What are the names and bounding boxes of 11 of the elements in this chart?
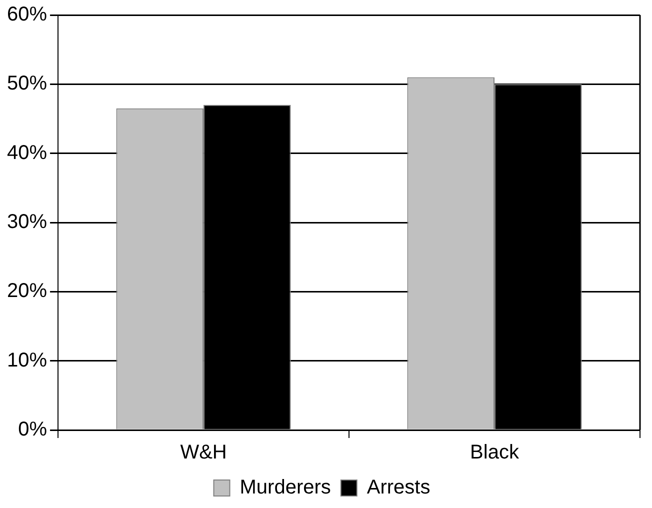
x-tick-label: W&H <box>180 442 227 464</box>
legend-label: Murderers <box>240 476 331 499</box>
y-tick-label: 0% <box>18 418 48 441</box>
legend-label: Arrests <box>366 476 430 499</box>
y-tick-label: 40% <box>7 142 48 164</box>
y-tick-label: 30% <box>7 211 48 234</box>
y-tick-label: 10% <box>7 349 48 372</box>
x-tick-label: Black <box>470 442 520 464</box>
y-tick-label: 20% <box>7 280 48 302</box>
y-tick-label: 50% <box>7 72 48 95</box>
y-tick-label: 60% <box>7 4 48 26</box>
